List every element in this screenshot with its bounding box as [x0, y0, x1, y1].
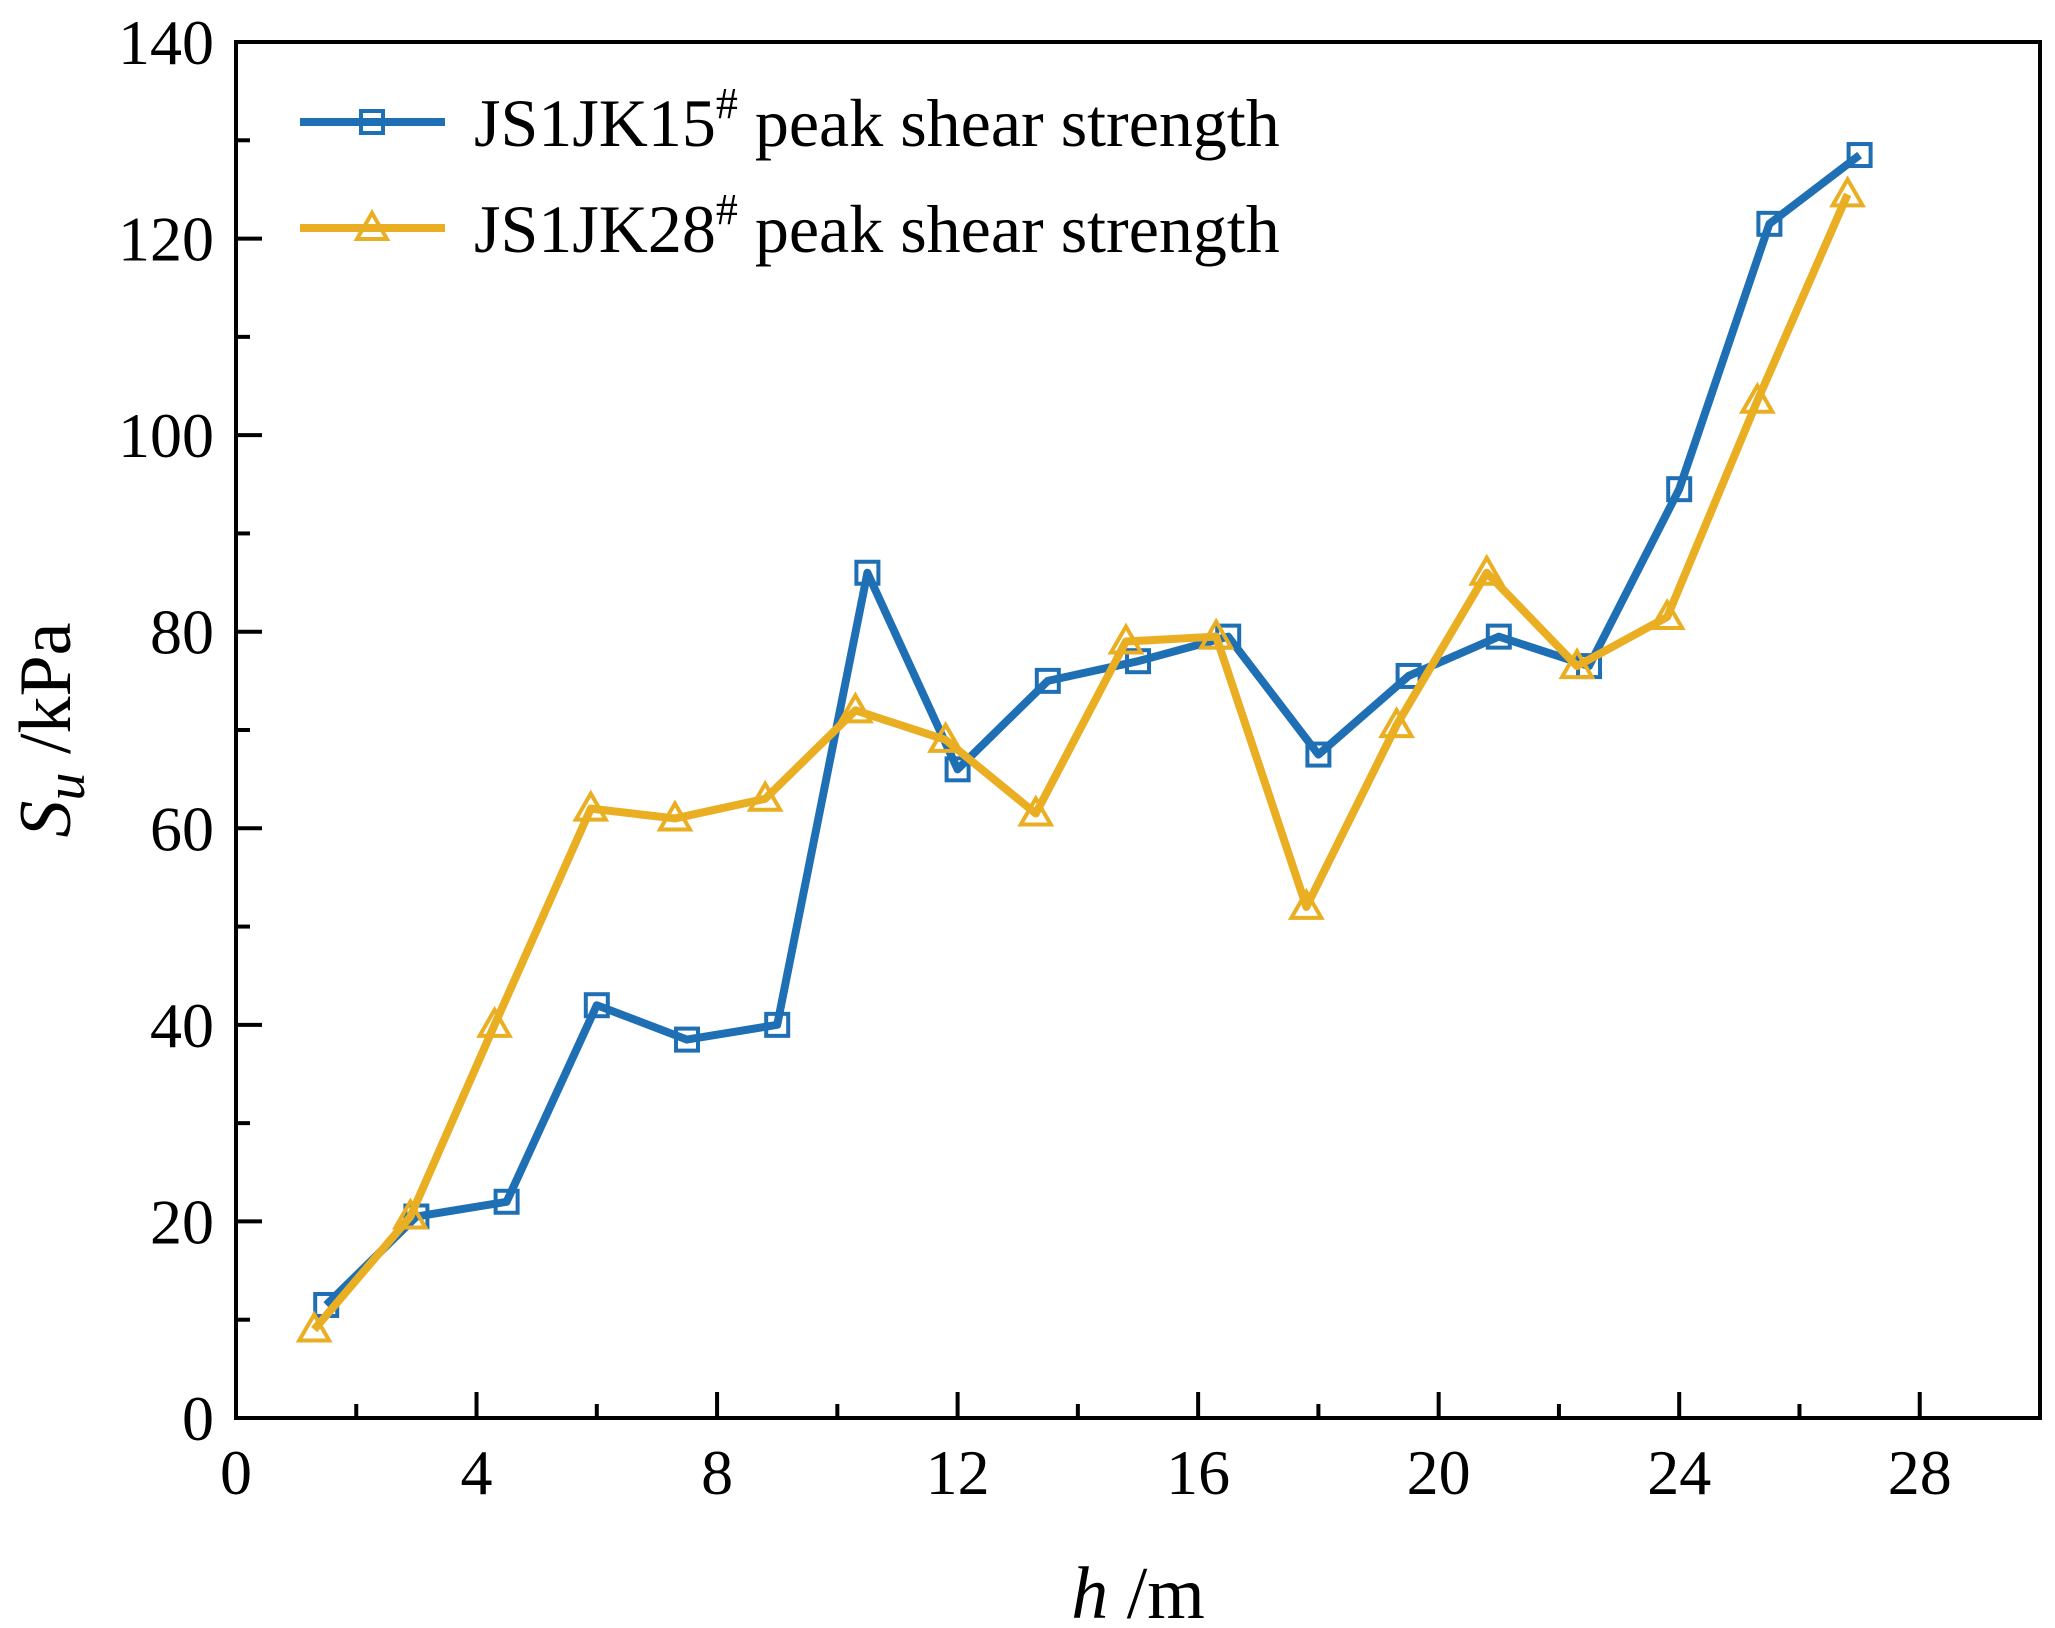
series-line	[323, 151, 1863, 1308]
x-tick-label: 12	[926, 1437, 990, 1508]
y-tick-label: 20	[150, 1186, 214, 1257]
data-point-triangle	[1558, 647, 1596, 680]
y-axis-unit: /kPa	[5, 622, 87, 772]
data-point-square	[944, 756, 971, 783]
y-axis-subscript: u	[35, 773, 97, 801]
x-tick-label: 8	[701, 1437, 733, 1508]
y-tick-label: 120	[118, 204, 214, 275]
data-point-square	[583, 992, 610, 1019]
data-point-triangle	[1829, 175, 1867, 208]
data-point-square	[1395, 662, 1422, 689]
data-point-triangle	[836, 691, 874, 724]
data-point-triangle	[1287, 887, 1325, 920]
y-tick-label: 140	[118, 7, 214, 78]
y-tick-label: 60	[150, 793, 214, 864]
legend-triangle-marker	[353, 208, 391, 241]
data-point-square	[764, 1011, 791, 1038]
series-1	[313, 142, 1873, 1318]
data-point-square	[854, 559, 881, 586]
legend-square-marker	[359, 109, 385, 135]
legend-entry: JS1JK28# peak shear strength	[300, 185, 1280, 267]
data-point-triangle	[391, 1197, 429, 1230]
x-tick-label: 20	[1407, 1437, 1471, 1508]
plot-frame	[234, 40, 2042, 1420]
y-tick-label: 80	[150, 597, 214, 668]
y-tick-label: 100	[118, 400, 214, 471]
y-axis-title: Su /kPa	[5, 622, 97, 837]
legend: JS1JK15# peak shear strength JS1JK28# pe…	[300, 79, 1280, 267]
legend-label-2: JS1JK28# peak shear strength	[474, 185, 1280, 267]
data-point-square	[1756, 210, 1783, 237]
data-point-triangle	[746, 779, 784, 812]
x-tick-label: 16	[1166, 1437, 1230, 1508]
y-tick-label: 40	[150, 990, 214, 1061]
legend-series-suffix: peak shear strength	[738, 85, 1280, 161]
legend-series-name: JS1JK28	[474, 191, 716, 267]
legend-entry: JS1JK15# peak shear strength	[300, 79, 1280, 161]
data-point-square	[1485, 623, 1512, 650]
legend-series-suffix: peak shear strength	[738, 191, 1280, 267]
data-point-square	[1034, 667, 1061, 694]
data-point-triangle	[1107, 622, 1145, 655]
data-point-triangle	[1378, 706, 1416, 739]
data-point-triangle	[1648, 597, 1686, 630]
legend-label-1: JS1JK15# peak shear strength	[474, 79, 1280, 161]
data-point-square	[1305, 741, 1332, 768]
data-point-square	[493, 1188, 520, 1215]
series-line	[311, 192, 1852, 1333]
x-axis-unit: /m	[1108, 1553, 1205, 1628]
tick-labels: 0 4 8 12 16 20 24 28 0 20 40 60 80 100 120 140	[118, 7, 1952, 1508]
legend-superscript: #	[716, 185, 738, 234]
x-tick-label: 24	[1647, 1437, 1711, 1508]
x-tick-label: 0	[220, 1437, 252, 1508]
data-point-triangle	[476, 1005, 514, 1038]
data-point-triangle	[1468, 553, 1506, 586]
data-point-triangle	[1738, 381, 1776, 414]
x-axis-title: h /m	[1071, 1553, 1205, 1628]
x-tick-label: 4	[461, 1437, 493, 1508]
x-axis-variable: h	[1071, 1553, 1108, 1628]
series-lines	[295, 142, 1873, 1343]
data-point-triangle	[572, 789, 610, 822]
y-axis-variable: S	[5, 801, 87, 838]
legend-superscript: #	[716, 79, 738, 128]
y-tick-label: 0	[182, 1383, 214, 1454]
data-point-square	[1666, 476, 1693, 503]
data-point-triangle	[1197, 617, 1235, 650]
data-point-square	[674, 1026, 700, 1053]
data-point-triangle	[295, 1310, 333, 1343]
series-2	[295, 175, 1867, 1343]
data-point-triangle	[1017, 794, 1055, 827]
data-point-triangle	[927, 720, 965, 753]
legend-series-name: JS1JK15	[474, 85, 716, 161]
data-point-triangle	[656, 799, 694, 832]
data-point-square	[1846, 142, 1873, 169]
x-tick-label: 28	[1888, 1437, 1952, 1508]
